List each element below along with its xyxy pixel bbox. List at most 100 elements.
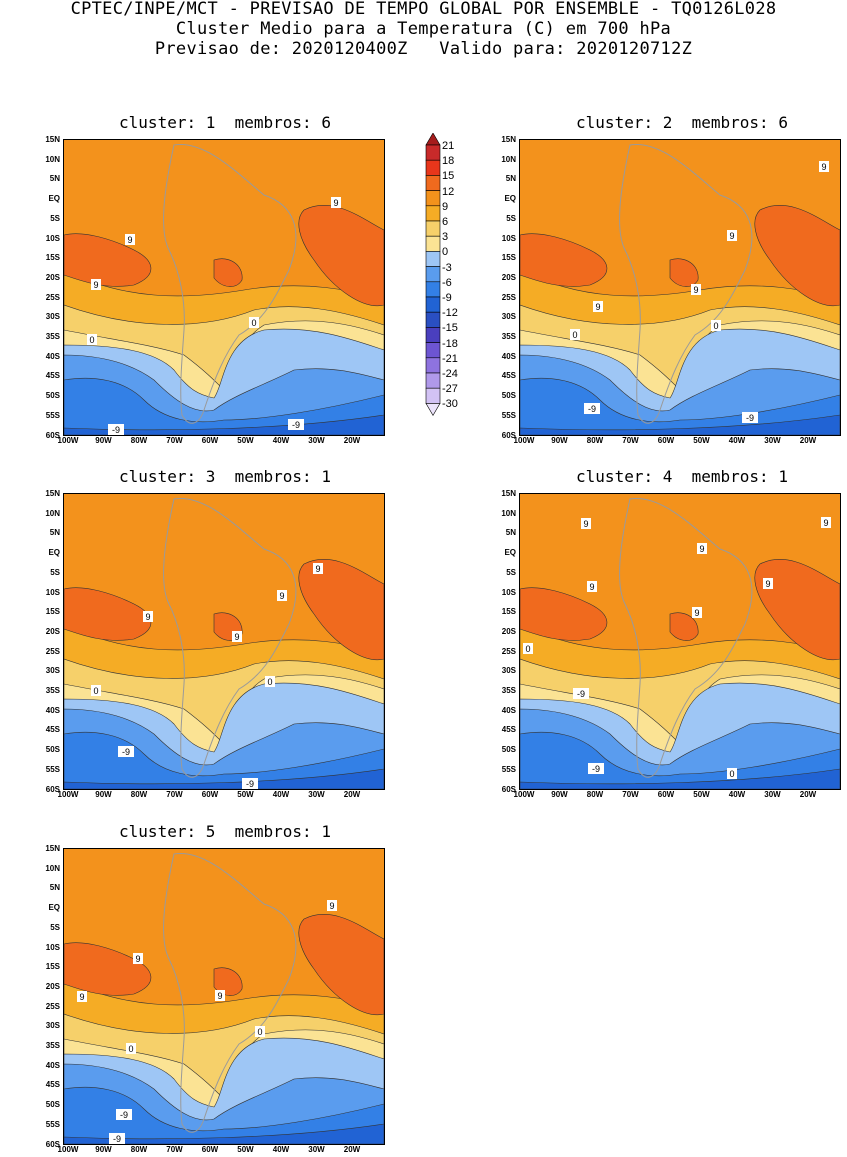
- panel-title-5: cluster: 5 membros: 1: [119, 822, 331, 841]
- lat-tick-label: 45S: [501, 725, 516, 735]
- lon-tick-label: 20W: [343, 436, 361, 445]
- svg-text:9: 9: [699, 544, 704, 554]
- lat-tick-label: 5N: [49, 528, 60, 538]
- colorbar-swatch: [425, 175, 441, 191]
- contour-label: -9: [288, 419, 304, 430]
- lat-tick-label: 10N: [45, 154, 60, 164]
- contour-label: 0: [711, 320, 721, 331]
- lat-tick-label: 10N: [45, 508, 60, 518]
- svg-text:9: 9: [823, 518, 828, 528]
- lon-tick-label: 90W: [95, 790, 112, 799]
- svg-text:0: 0: [93, 686, 98, 696]
- lat-tick-label: 10N: [501, 508, 516, 518]
- lat-tick-label: 55S: [45, 410, 60, 420]
- lat-tick-label: 20S: [45, 272, 60, 282]
- coastline: [163, 497, 297, 778]
- isotherm-band: [64, 731, 384, 789]
- colorbar-swatch: [425, 372, 441, 389]
- svg-text:9: 9: [315, 564, 320, 574]
- lon-tick-label: 100W: [513, 436, 535, 445]
- contour-label: 0: [265, 676, 275, 687]
- lon-tick-label: 50W: [237, 436, 254, 445]
- lat-tick-label: EQ: [48, 194, 60, 204]
- isotherm-band: [64, 587, 152, 641]
- contour-label: 9: [581, 518, 591, 529]
- contour-label: 0: [91, 685, 101, 696]
- lon-tick-label: 70W: [622, 790, 639, 799]
- lat-tick-label: 15S: [45, 253, 60, 263]
- lat-tick-label: 15N: [501, 135, 516, 144]
- colorbar-swatch: [425, 327, 441, 343]
- lon-tick-label: 80W: [586, 790, 604, 799]
- lat-tick-label: 30S: [501, 666, 516, 676]
- isotherm-band: [64, 1086, 384, 1144]
- svg-text:0: 0: [729, 769, 734, 779]
- lon-tick-label: 100W: [513, 790, 535, 799]
- contour-label: 9: [125, 234, 135, 245]
- lat-tick-label: 30S: [45, 666, 60, 676]
- lat-tick-label: 10N: [45, 863, 60, 873]
- lon-tick-label: 100W: [57, 1145, 79, 1154]
- lat-tick-label: 10N: [501, 154, 516, 164]
- svg-text:9: 9: [79, 992, 84, 1002]
- lon-tick-label: 20W: [799, 790, 817, 799]
- lat-tick-label: EQ: [504, 548, 516, 558]
- lat-tick-label: 25S: [501, 292, 516, 302]
- lon-tick-label: 60W: [201, 790, 219, 799]
- colorbar-swatch: [425, 190, 441, 207]
- contour-label: 0: [523, 643, 533, 654]
- lat-tick-label: 40S: [45, 705, 60, 715]
- colorbar-swatch: [425, 311, 441, 328]
- lon-tick-label: 40W: [272, 790, 290, 799]
- contour-label: -9: [242, 778, 258, 789]
- temperature-field-1: 9 9 9 0 -9 -9 0: [64, 140, 384, 435]
- lat-tick-label: 35S: [45, 1041, 60, 1050]
- contour-label: 9: [819, 161, 829, 172]
- contour-label: 9: [91, 279, 101, 290]
- svg-text:0: 0: [267, 677, 272, 687]
- colorbar-label: 15: [442, 170, 455, 183]
- panel-title-1: cluster: 1 membros: 6: [119, 113, 331, 132]
- lat-tick-label: 25S: [45, 1001, 60, 1011]
- lat-tick-label: 50S: [45, 1100, 60, 1110]
- lat-tick-label: 15S: [45, 607, 60, 617]
- coastline: [163, 852, 297, 1133]
- temperature-field-2: 9 9 9 9 0 -9 -9 0: [520, 140, 840, 435]
- svg-text:9: 9: [135, 954, 140, 964]
- lat-tick-label: 5N: [49, 883, 60, 893]
- contour-label: 0: [727, 768, 737, 779]
- contour-label: 0: [570, 329, 580, 340]
- colorbar-swatch: [425, 357, 441, 374]
- lon-tick-label: 80W: [130, 790, 148, 799]
- colorbar-swatch: [425, 235, 441, 252]
- lon-tick-label: 50W: [693, 790, 710, 799]
- lat-tick-label: 10S: [45, 942, 60, 952]
- contour-label: 9: [215, 990, 225, 1001]
- svg-text:-9: -9: [592, 764, 600, 774]
- lon-tick-label: 90W: [551, 436, 568, 445]
- lat-tick-label: EQ: [48, 548, 60, 558]
- contour-label: 9: [313, 563, 323, 574]
- lon-tick-label: 40W: [728, 790, 746, 799]
- colorbar-swatch: [425, 296, 441, 313]
- lat-tick-label: 20S: [501, 272, 516, 282]
- lat-tick-label: 15S: [45, 962, 60, 972]
- isotherm-band: [754, 559, 840, 661]
- svg-text:9: 9: [821, 162, 826, 172]
- coastline: [163, 143, 297, 424]
- lon-tick-label: 70W: [166, 436, 183, 445]
- colorbar-label: -30: [442, 398, 458, 411]
- colorbar-swatch: [425, 387, 441, 404]
- contour-label: 0: [249, 317, 259, 328]
- svg-text:0: 0: [525, 644, 530, 654]
- lat-tick-label: EQ: [504, 194, 516, 204]
- svg-text:9: 9: [694, 608, 699, 618]
- lat-tick-label: 50S: [501, 391, 516, 401]
- contour-label: 9: [133, 953, 143, 964]
- svg-text:9: 9: [145, 612, 150, 622]
- lon-tick-label: 40W: [272, 436, 290, 445]
- header-line-3: Previsao de: 2020120400Z Valido para: 20…: [154, 39, 693, 59]
- lon-tick-label: 30W: [308, 1145, 325, 1154]
- lat-tick-label: 10S: [45, 587, 60, 597]
- lat-tick-label: 20S: [501, 626, 516, 636]
